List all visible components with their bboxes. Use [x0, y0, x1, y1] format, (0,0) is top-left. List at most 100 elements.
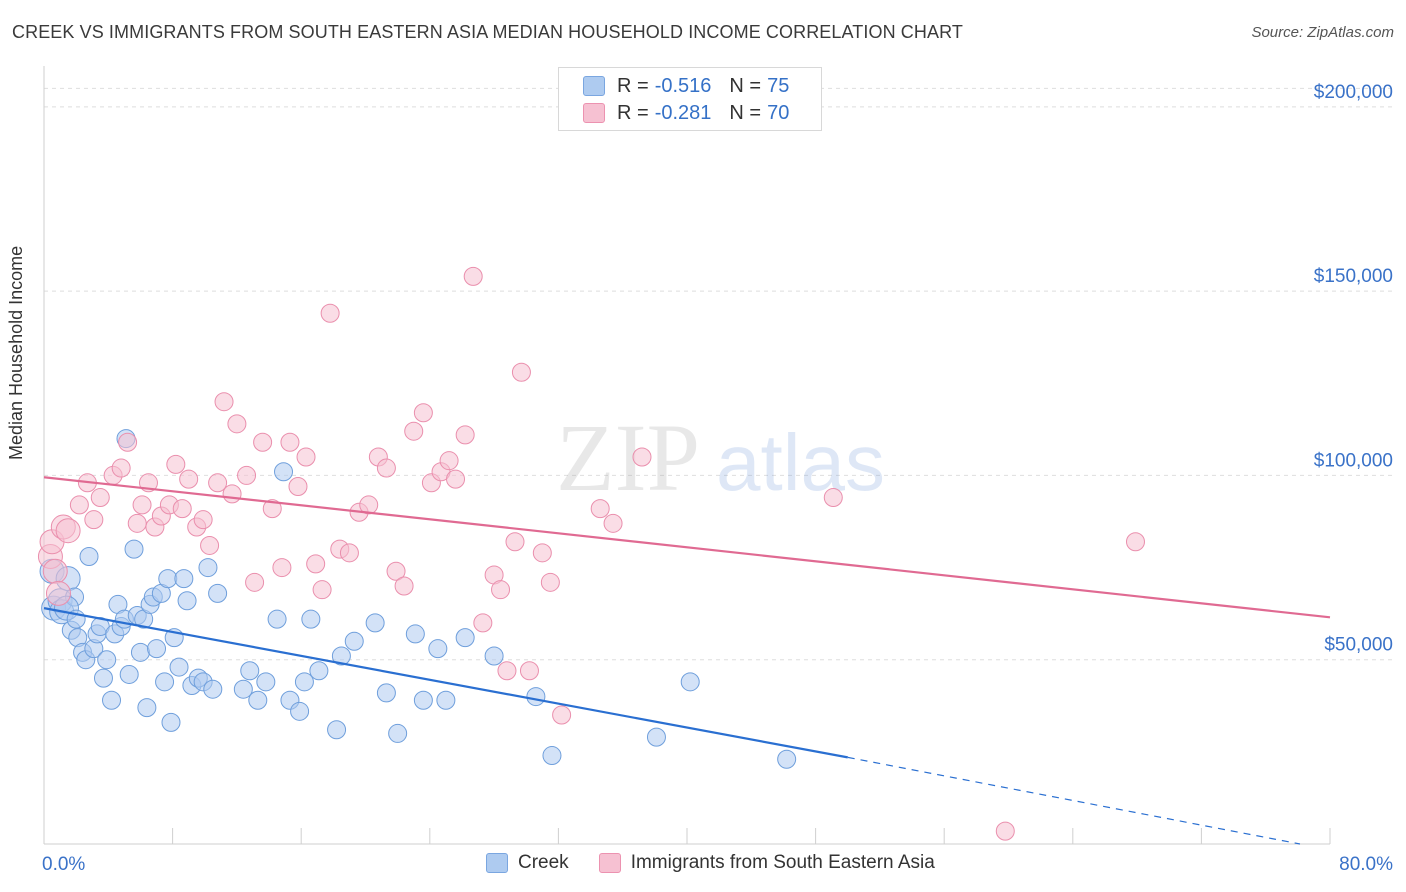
data-point [646, 727, 666, 747]
data-point [193, 510, 213, 530]
data-point [590, 499, 610, 519]
data-point [214, 392, 234, 412]
data-point [90, 488, 110, 508]
data-point [208, 473, 228, 493]
data-point [262, 499, 282, 519]
data-point [198, 558, 218, 578]
data-point [995, 821, 1015, 841]
data-point [552, 705, 572, 725]
data-point [404, 421, 424, 441]
data-point [233, 679, 253, 699]
data-point [331, 646, 351, 666]
data-point [237, 465, 257, 485]
data-point [312, 580, 332, 600]
data-point [542, 746, 562, 766]
series-label-creek: Creek [518, 852, 569, 873]
data-point [339, 543, 359, 563]
legend-r-value: -0.516 [654, 74, 712, 97]
data-point [69, 495, 89, 515]
series-legend-immigrants[interactable]: Immigrants from South Eastern Asia [598, 852, 935, 874]
data-point [603, 513, 623, 533]
legend-r-label: R = [617, 101, 649, 124]
data-point [394, 576, 414, 596]
data-point [256, 672, 276, 692]
legend-n-value: 70 [767, 101, 790, 124]
data-point [294, 672, 314, 692]
data-point [680, 672, 700, 692]
series-swatch-immigrants [598, 853, 621, 873]
data-point [484, 646, 504, 666]
data-point [130, 642, 150, 662]
data-point [84, 510, 104, 530]
series-label-immigrants: Immigrants from South Eastern Asia [630, 852, 935, 873]
data-point [132, 495, 152, 515]
legend-swatch-immigrants [583, 103, 605, 123]
data-point [526, 687, 546, 707]
x-tick-label: 0.0% [42, 854, 85, 875]
data-point [413, 403, 433, 423]
data-point [344, 631, 364, 651]
data-point [388, 723, 408, 743]
data-point [376, 458, 396, 478]
legend-row-creek: R = -0.516 N = 75 [583, 74, 789, 98]
data-point [227, 414, 247, 434]
data-point [111, 458, 131, 478]
legend-n-value: 75 [767, 74, 790, 97]
data-point [127, 513, 147, 533]
data-point [55, 518, 81, 544]
watermark-atlas: atlas [716, 418, 885, 507]
data-point [42, 558, 68, 584]
data-point [208, 583, 228, 603]
series-swatch-creek [486, 853, 508, 873]
data-point [253, 432, 273, 452]
data-point [446, 469, 466, 489]
data-point [439, 451, 459, 471]
data-point [306, 554, 326, 574]
data-point [413, 690, 433, 710]
data-point [1125, 532, 1145, 552]
data-point [124, 539, 144, 559]
data-point [288, 476, 308, 496]
data-point [240, 661, 260, 681]
trend-line-immigrants [43, 476, 1331, 619]
data-point [79, 547, 99, 567]
data-points [37, 266, 1145, 841]
watermark-zip: ZIP [556, 404, 700, 511]
data-point [174, 569, 194, 589]
data-point [463, 266, 483, 286]
legend-n-label: N = [729, 101, 762, 124]
legend-r-value: -0.281 [654, 101, 712, 124]
data-point [179, 469, 199, 489]
data-point [203, 679, 223, 699]
data-point [428, 639, 448, 659]
data-point [519, 661, 539, 681]
data-point [274, 462, 294, 482]
trend-lines [43, 476, 1331, 845]
data-point [405, 624, 425, 644]
data-point [309, 661, 329, 681]
data-point [823, 488, 843, 508]
data-point [166, 454, 186, 474]
data-point [365, 613, 385, 633]
data-point [169, 657, 189, 677]
data-point [436, 690, 456, 710]
data-point [102, 690, 122, 710]
trend-line-creek [43, 607, 848, 759]
data-point [777, 749, 797, 769]
data-point [540, 572, 560, 592]
data-point [632, 447, 652, 467]
x-tick-label: 80.0% [1339, 854, 1393, 875]
data-point [327, 720, 347, 740]
axes [43, 66, 1331, 845]
data-point [505, 532, 525, 552]
series-legend: Creek Immigrants from South Eastern Asia [486, 852, 965, 874]
data-point [161, 712, 181, 732]
y-tick-label: $100,000 [1314, 450, 1393, 471]
series-legend-creek[interactable]: Creek [486, 852, 569, 874]
gridlines [44, 87, 1396, 661]
y-tick-label: $50,000 [1324, 635, 1393, 656]
data-point [97, 650, 117, 670]
data-point [45, 580, 71, 606]
data-point [290, 701, 310, 721]
y-axis-label: Median Household Income [6, 245, 26, 460]
